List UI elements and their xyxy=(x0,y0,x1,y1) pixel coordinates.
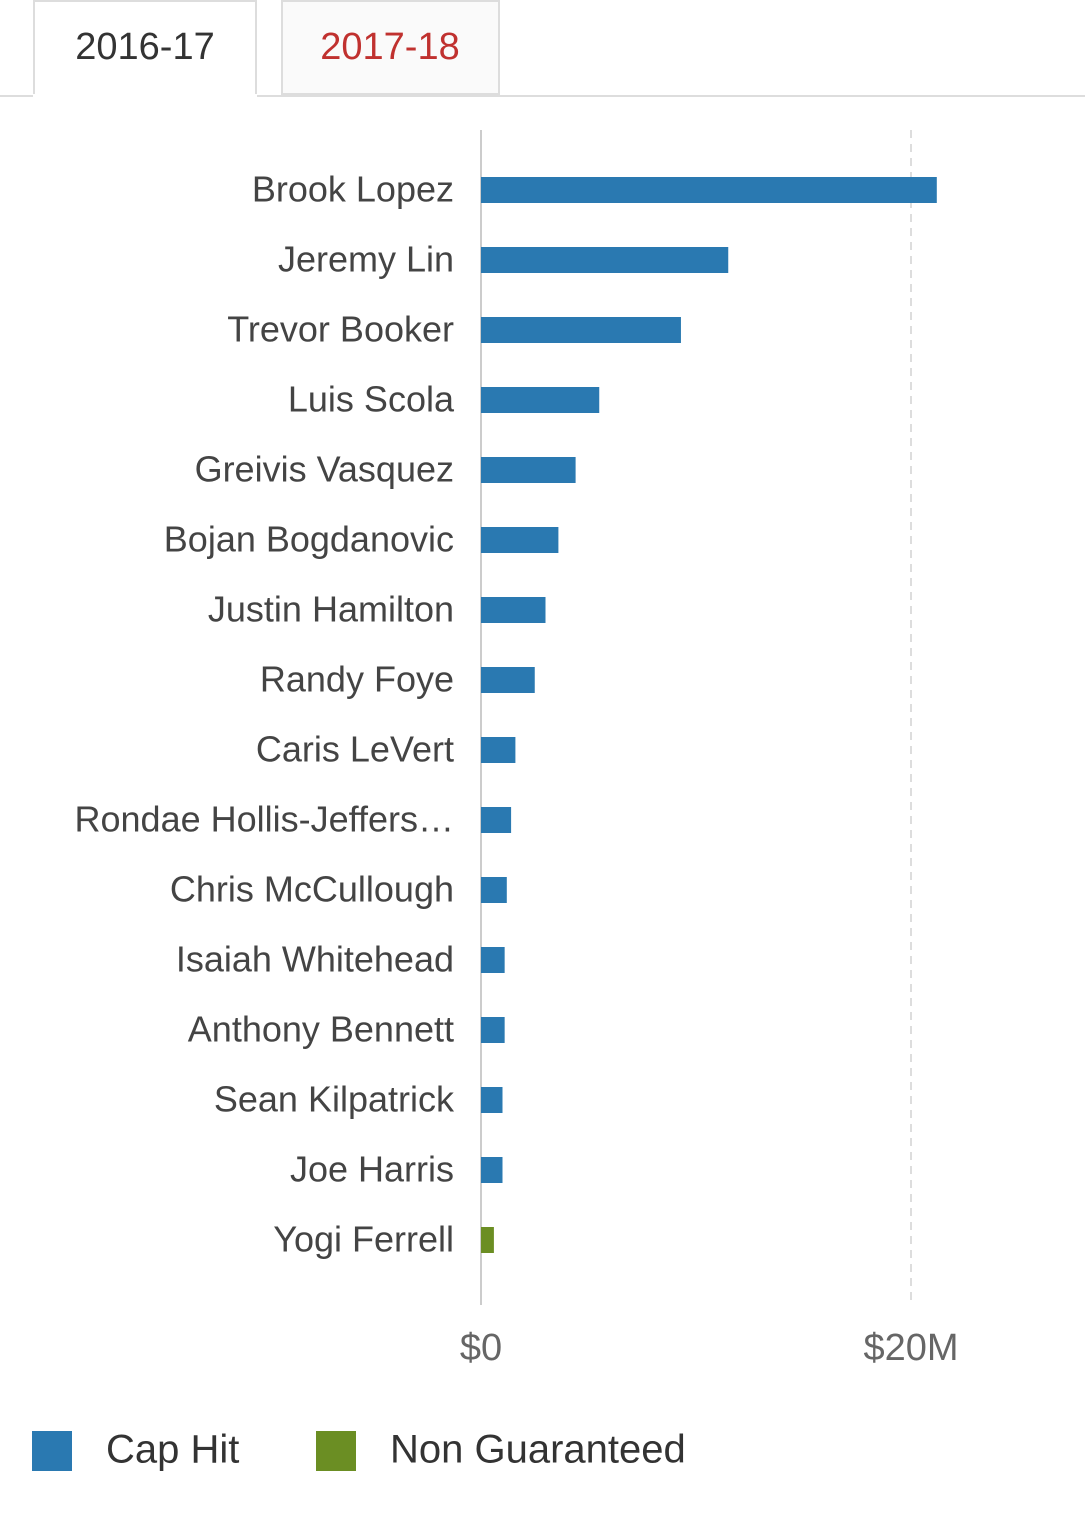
bar xyxy=(481,247,729,273)
bar xyxy=(481,457,576,483)
y-tick-label: Chris McCullough xyxy=(170,869,454,910)
bar xyxy=(481,177,937,203)
y-tick-label: Sean Kilpatrick xyxy=(214,1079,455,1120)
y-tick-label: Yogi Ferrell xyxy=(273,1219,454,1260)
y-tick-label: Caris LeVert xyxy=(256,729,454,770)
y-tick-label: Rondae Hollis-Jeffers… xyxy=(75,799,455,840)
y-tick-label: Isaiah Whitehead xyxy=(176,939,454,980)
tab[interactable] xyxy=(281,0,500,95)
x-tick-label: $20M xyxy=(863,1327,958,1369)
x-tick-label: $0 xyxy=(460,1327,502,1369)
y-tick-label: Randy Foye xyxy=(260,659,454,700)
bar xyxy=(481,317,681,343)
bar xyxy=(481,807,512,833)
y-tick-label: Joe Harris xyxy=(290,1149,454,1190)
y-tick-label: Bojan Bogdanovic xyxy=(164,519,454,560)
y-tick-label: Brook Lopez xyxy=(252,169,454,210)
legend-label: Cap Hit xyxy=(106,1428,239,1472)
y-tick-label: Justin Hamilton xyxy=(208,589,454,630)
legend-swatch xyxy=(32,1431,72,1471)
tab-active-gap xyxy=(33,94,257,100)
y-tick-label: Jeremy Lin xyxy=(278,239,454,280)
bar xyxy=(481,1087,503,1113)
bar xyxy=(481,527,559,553)
legend-label: Non Guaranteed xyxy=(390,1428,686,1472)
bar xyxy=(481,947,505,973)
bar xyxy=(481,877,507,903)
bar xyxy=(481,737,516,763)
bar xyxy=(481,597,546,623)
bar xyxy=(481,667,535,693)
y-tick-label: Luis Scola xyxy=(288,379,455,420)
bar xyxy=(481,1227,494,1253)
y-tick-label: Greivis Vasquez xyxy=(195,449,454,490)
y-tick-label: Trevor Booker xyxy=(227,309,454,350)
bar xyxy=(481,1157,503,1183)
y-tick-label: Anthony Bennett xyxy=(188,1009,454,1050)
bar xyxy=(481,1017,505,1043)
tab-label[interactable]: 2016-17 xyxy=(75,26,214,68)
tab-label[interactable]: 2017-18 xyxy=(320,26,459,68)
bar xyxy=(481,387,600,413)
legend-swatch xyxy=(316,1431,356,1471)
